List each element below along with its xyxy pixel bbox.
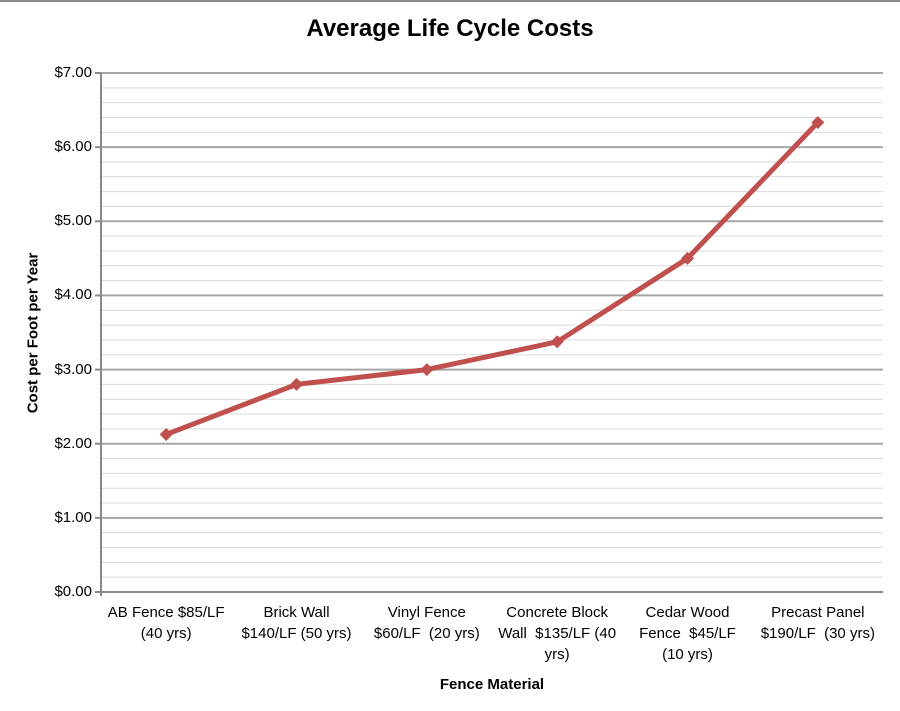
y-axis-tick-label: $1.00 [54,508,92,526]
chart-title: Average Life Cycle Costs [306,15,594,42]
y-axis-tick-label: $6.00 [54,138,92,156]
data-point-markers [159,115,825,441]
y-axis-tick-label: $5.00 [54,212,92,230]
minor-gridlines [101,87,883,578]
x-axis-category-label: Cedar Wood Fence $45/LF (10 yrs) [639,604,736,663]
window-top-border [0,0,900,2]
data-point-marker [681,251,694,265]
x-axis-category-label: AB Fence $85/LF (40 yrs) [107,604,225,642]
y-axis-tick-label: $0.00 [54,583,92,600]
x-axis-category-label: Concrete Block Wall $135/LF (40 yrs) [498,604,617,663]
x-axis-category-label: Precast Panel $190/LF (30 yrs) [760,604,875,642]
y-axis-tick-label: $2.00 [54,434,92,452]
data-point-marker [159,427,173,441]
y-axis-tick-label: $4.00 [54,286,92,304]
x-axis-category-label: Vinyl Fence $60/LF (20 yrs) [373,604,480,642]
data-point-marker [550,335,564,349]
data-point-marker [290,377,303,391]
data-point-marker [811,115,825,129]
y-axis-tick-label: $3.00 [54,360,92,378]
axes [95,72,883,596]
x-axis-category-label: Brick Wall $140/LF (50 yrs) [241,604,352,642]
y-axis-tick-label: $7.00 [54,64,92,81]
major-gridlines [101,72,883,519]
cost-series [163,120,821,437]
x-axis-title: Fence Material [439,676,545,693]
data-point-marker [420,363,434,377]
series-line [163,120,821,437]
